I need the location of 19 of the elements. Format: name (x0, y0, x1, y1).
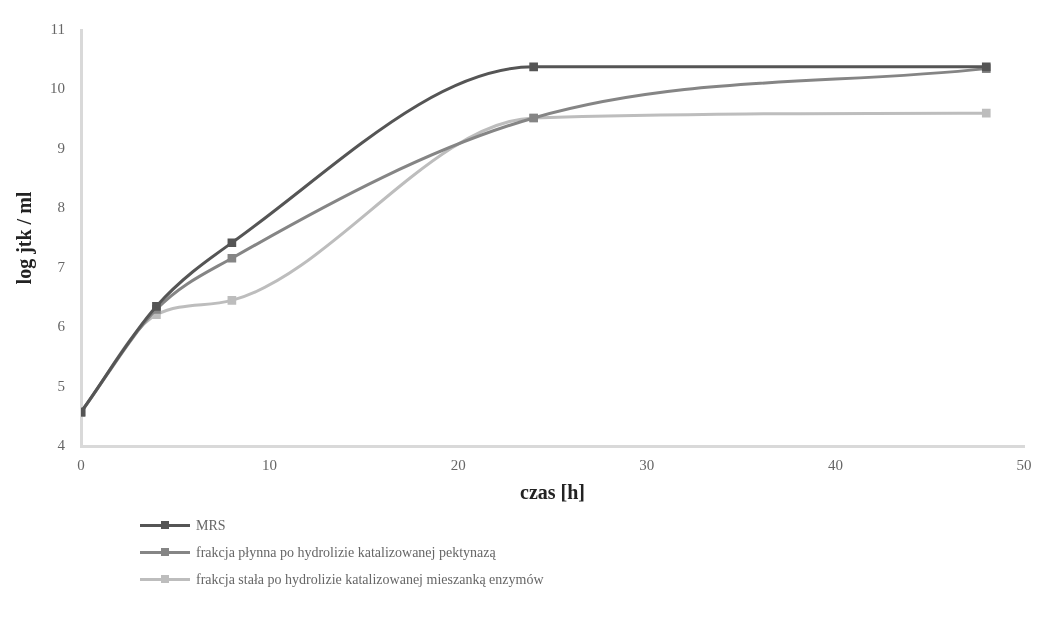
x-tick-label: 50 (1016, 456, 1032, 473)
y-tick-label: 10 (50, 80, 65, 97)
legend-label: MRS (196, 517, 226, 534)
x-axis-title: czas [h] (520, 481, 585, 504)
legend-label: frakcja stała po hydrolizie katalizowanej mieszanką enzymów (196, 571, 544, 588)
x-tick-label: 30 (639, 456, 655, 473)
x-tick-label: 10 (262, 456, 278, 473)
y-tick-label: 5 (57, 377, 65, 394)
x-tick-label: 40 (827, 456, 843, 473)
x-tick-label: 20 (450, 456, 466, 473)
x-tick-label: 0 (77, 456, 85, 473)
y-tick-label: 7 (57, 258, 66, 275)
y-tick-label: 11 (50, 20, 65, 37)
y-tick-label: 4 (57, 436, 66, 453)
y-axis-title: log jtk / ml (13, 191, 37, 285)
y-tick-label: 6 (57, 318, 66, 335)
y-tick-label: 9 (57, 139, 65, 156)
y-tick-label: 8 (57, 199, 65, 216)
legend-label: frakcja płynna po hydrolizie katalizowanej pektynazą (196, 544, 496, 561)
